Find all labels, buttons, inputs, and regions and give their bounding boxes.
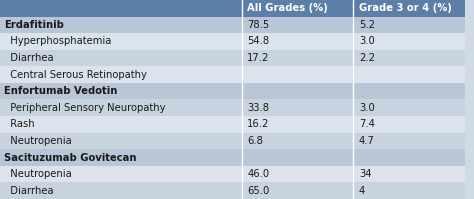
FancyBboxPatch shape xyxy=(353,166,465,182)
FancyBboxPatch shape xyxy=(242,0,353,17)
Text: 54.8: 54.8 xyxy=(247,36,269,46)
FancyBboxPatch shape xyxy=(0,50,242,66)
FancyBboxPatch shape xyxy=(242,33,353,50)
Text: Central Serous Retinopathy: Central Serous Retinopathy xyxy=(4,70,146,80)
FancyBboxPatch shape xyxy=(0,116,242,133)
Text: Grade 3 or 4 (%): Grade 3 or 4 (%) xyxy=(359,3,452,13)
Text: 6.8: 6.8 xyxy=(247,136,263,146)
Text: 3.0: 3.0 xyxy=(359,103,374,113)
FancyBboxPatch shape xyxy=(0,33,242,50)
Text: 46.0: 46.0 xyxy=(247,169,269,179)
FancyBboxPatch shape xyxy=(353,66,465,83)
Text: Diarrhea: Diarrhea xyxy=(4,186,54,196)
FancyBboxPatch shape xyxy=(0,0,242,17)
Text: Sacituzumab Govitecan: Sacituzumab Govitecan xyxy=(4,153,136,163)
Text: Diarrhea: Diarrhea xyxy=(4,53,54,63)
FancyBboxPatch shape xyxy=(353,50,465,66)
FancyBboxPatch shape xyxy=(353,83,465,100)
FancyBboxPatch shape xyxy=(0,100,242,116)
FancyBboxPatch shape xyxy=(242,17,353,33)
FancyBboxPatch shape xyxy=(0,17,242,33)
Text: Rash: Rash xyxy=(4,119,34,129)
Text: 3.0: 3.0 xyxy=(359,36,374,46)
FancyBboxPatch shape xyxy=(0,66,242,83)
Text: 5.2: 5.2 xyxy=(359,20,375,30)
FancyBboxPatch shape xyxy=(353,33,465,50)
FancyBboxPatch shape xyxy=(353,133,465,149)
FancyBboxPatch shape xyxy=(353,0,465,17)
FancyBboxPatch shape xyxy=(0,133,242,149)
Text: 4: 4 xyxy=(359,186,365,196)
Text: All Grades (%): All Grades (%) xyxy=(247,3,328,13)
Text: 4.7: 4.7 xyxy=(359,136,375,146)
Text: Peripheral Sensory Neuropathy: Peripheral Sensory Neuropathy xyxy=(4,103,165,113)
Text: Neutropenia: Neutropenia xyxy=(4,169,72,179)
FancyBboxPatch shape xyxy=(242,100,353,116)
FancyBboxPatch shape xyxy=(242,66,353,83)
FancyBboxPatch shape xyxy=(353,149,465,166)
Text: 17.2: 17.2 xyxy=(247,53,270,63)
FancyBboxPatch shape xyxy=(0,83,242,100)
Text: 33.8: 33.8 xyxy=(247,103,269,113)
FancyBboxPatch shape xyxy=(353,100,465,116)
FancyBboxPatch shape xyxy=(242,50,353,66)
FancyBboxPatch shape xyxy=(0,149,242,166)
Text: 65.0: 65.0 xyxy=(247,186,270,196)
Text: 34: 34 xyxy=(359,169,372,179)
Text: Hyperphosphatemia: Hyperphosphatemia xyxy=(4,36,111,46)
Text: Neutropenia: Neutropenia xyxy=(4,136,72,146)
Text: 16.2: 16.2 xyxy=(247,119,270,129)
Text: 7.4: 7.4 xyxy=(359,119,375,129)
FancyBboxPatch shape xyxy=(242,166,353,182)
Text: Erdafitinib: Erdafitinib xyxy=(4,20,64,30)
FancyBboxPatch shape xyxy=(353,182,465,199)
FancyBboxPatch shape xyxy=(242,133,353,149)
FancyBboxPatch shape xyxy=(242,83,353,100)
FancyBboxPatch shape xyxy=(0,182,242,199)
Text: 78.5: 78.5 xyxy=(247,20,270,30)
Text: 2.2: 2.2 xyxy=(359,53,375,63)
FancyBboxPatch shape xyxy=(0,166,242,182)
FancyBboxPatch shape xyxy=(242,116,353,133)
Text: Enfortumab Vedotin: Enfortumab Vedotin xyxy=(4,86,117,96)
FancyBboxPatch shape xyxy=(242,149,353,166)
FancyBboxPatch shape xyxy=(242,182,353,199)
FancyBboxPatch shape xyxy=(353,116,465,133)
FancyBboxPatch shape xyxy=(353,17,465,33)
